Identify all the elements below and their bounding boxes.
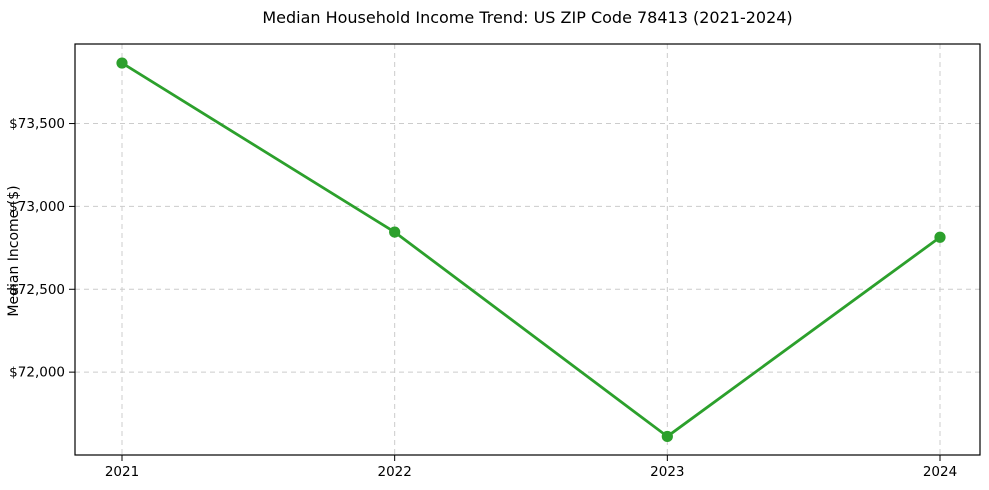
data-point <box>661 430 673 443</box>
chart-title: Median Household Income Trend: US ZIP Co… <box>262 8 793 27</box>
y-tick-label: $72,000 <box>9 365 65 381</box>
axes-spines <box>74 43 981 456</box>
data-point <box>116 57 128 69</box>
x-tick-label: 2021 <box>105 464 139 480</box>
y-tick-label: $73,500 <box>9 116 65 132</box>
y-tick-label: $73,000 <box>9 199 65 215</box>
data-point <box>389 226 401 238</box>
data-point <box>934 231 946 243</box>
y-tick-label: $72,500 <box>9 282 65 298</box>
x-tick-label: 2023 <box>650 464 684 480</box>
x-tick-label: 2024 <box>923 464 957 480</box>
trend-line <box>120 61 942 438</box>
x-tick-label: 2022 <box>377 464 411 480</box>
